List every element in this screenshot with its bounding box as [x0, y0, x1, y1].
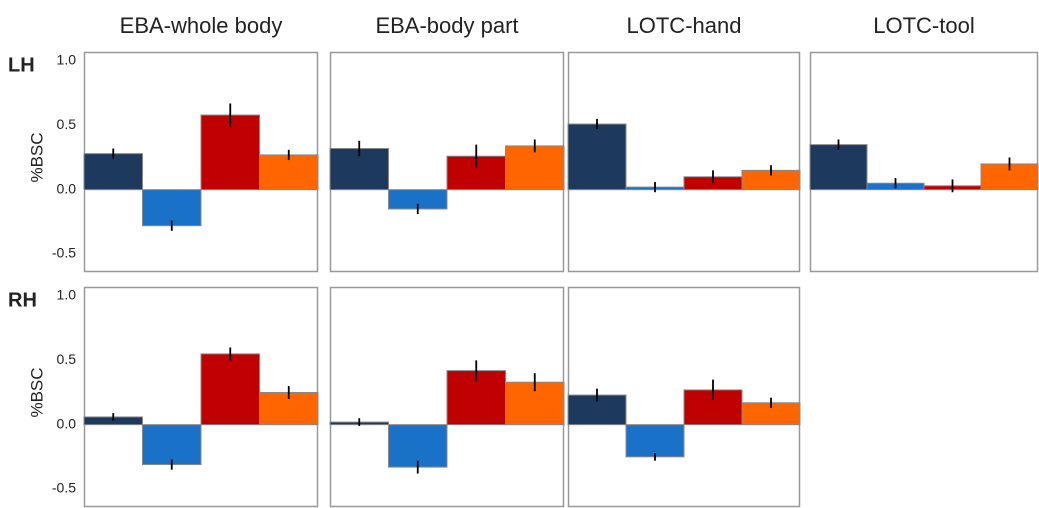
y-tick-label: -0.5: [52, 245, 76, 261]
bar: [810, 145, 867, 190]
column-title: LOTC-tool: [873, 13, 974, 38]
y-tick-label: -0.5: [52, 480, 76, 496]
y-tick-label: 1.0: [57, 52, 77, 68]
bar: [506, 146, 565, 190]
column-title: EBA-body part: [375, 13, 518, 38]
row-label: RH: [8, 289, 37, 311]
y-tick-label: 0.0: [57, 180, 77, 196]
column-title: EBA-whole body: [120, 13, 283, 38]
page: {"chart_data": {"type": "bar", "column_t…: [0, 0, 1039, 508]
bar: [143, 425, 202, 465]
bar: [84, 154, 143, 190]
row-label: LH: [8, 54, 35, 76]
y-tick-label: 0.5: [57, 351, 77, 367]
bar: [260, 155, 319, 190]
chart: EBA-whole body EBA-body part LOTC-hand LOTC…: [0, 0, 1039, 508]
y-axis-label: %BSC: [27, 367, 46, 417]
y-axis-label: %BSC: [27, 132, 46, 182]
bar: [568, 124, 626, 190]
bar: [201, 354, 260, 425]
y-tick-label: 0.5: [57, 116, 77, 132]
column-title: LOTC-hand: [627, 13, 742, 38]
y-tick-label: 0.0: [57, 415, 77, 431]
y-tick-label: 1.0: [57, 287, 77, 303]
bar: [626, 425, 684, 457]
bar: [143, 190, 202, 226]
